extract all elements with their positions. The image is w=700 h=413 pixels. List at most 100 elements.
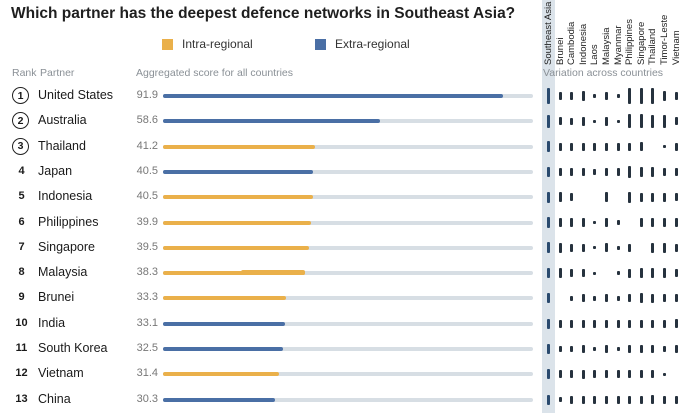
variation-tick-thailand-myanmar bbox=[616, 142, 620, 151]
variation-tick-thailand-vietnam bbox=[674, 142, 678, 151]
variation-tick-thailand-singapore bbox=[639, 142, 643, 152]
partner-name-brunei: Brunei bbox=[38, 290, 75, 305]
partner-name-india: India bbox=[38, 315, 66, 330]
bar-track-china bbox=[163, 397, 533, 402]
variation-tick-south-korea-vietnam bbox=[674, 344, 678, 354]
score-label-thailand: 41.2 bbox=[136, 139, 158, 152]
variation-tick-australia-cambodia bbox=[570, 117, 574, 125]
variation-tick-australia-indonesia bbox=[581, 116, 585, 126]
score-label-japan: 40.5 bbox=[136, 164, 158, 177]
variation-tick-south-korea-malaysia bbox=[605, 344, 608, 354]
bar-track-singapore bbox=[163, 245, 533, 250]
variation-tick-philippines-indonesia bbox=[581, 218, 585, 227]
variation-tick-united-states-laos bbox=[593, 94, 597, 98]
variation-tick-brunei-myanmar bbox=[616, 296, 620, 301]
variation-tick-united-states-myanmar bbox=[616, 94, 620, 98]
variation-tick-united-states-indonesia bbox=[581, 91, 585, 101]
bar-malaysia bbox=[163, 271, 305, 276]
partner-name-thailand: Thailand bbox=[38, 138, 86, 153]
variation-tick-japan-laos bbox=[593, 169, 597, 175]
variation-tick-australia-brunei bbox=[558, 117, 562, 126]
variation-tick-japan-malaysia bbox=[605, 167, 608, 176]
variation-tick-philippines-timor-leste bbox=[663, 218, 666, 227]
partner-name-south-korea: South Korea bbox=[38, 341, 108, 355]
bar-track-south-korea bbox=[163, 347, 533, 351]
bar-australia bbox=[163, 119, 380, 124]
bar-indonesia bbox=[163, 195, 313, 200]
variation-tick-philippines-singapore bbox=[639, 217, 643, 228]
score-label-indonesia: 40.5 bbox=[136, 190, 158, 203]
variation-tick-thailand-laos bbox=[593, 142, 597, 151]
variation-tick-brunei-southeast-asia bbox=[547, 293, 550, 304]
variation-tick-brunei-indonesia bbox=[581, 294, 585, 303]
bar-track-vietnam bbox=[163, 372, 533, 377]
variation-tick-india-vietnam bbox=[674, 319, 678, 329]
variation-tick-philippines-vietnam bbox=[674, 218, 678, 227]
variation-tick-japan-singapore bbox=[639, 166, 643, 177]
variation-tick-south-korea-myanmar bbox=[616, 346, 620, 352]
column-label-singapore: Singapore bbox=[635, 21, 647, 65]
bar-track-malaysia bbox=[163, 270, 533, 276]
variation-tick-thailand-brunei bbox=[558, 142, 562, 151]
column-label-southeast-asia: Southeast Asia bbox=[543, 1, 554, 65]
bar-south-korea bbox=[163, 347, 284, 351]
variation-tick-philippines-laos bbox=[593, 220, 597, 225]
column-label-brunei: Brunei bbox=[554, 37, 566, 65]
header-partner: Partner bbox=[40, 67, 75, 79]
variation-tick-malaysia-indonesia bbox=[581, 269, 585, 278]
variation-tick-indonesia-timor-leste bbox=[663, 192, 666, 202]
variation-tick-india-philippines bbox=[628, 319, 632, 328]
variation-tick-united-states-malaysia bbox=[605, 91, 608, 101]
bar-track-indonesia bbox=[163, 195, 533, 200]
variation-tick-japan-southeast-asia bbox=[547, 166, 550, 178]
variation-tick-philippines-southeast-asia bbox=[547, 217, 550, 228]
variation-tick-united-states-brunei bbox=[558, 91, 562, 101]
variation-tick-brunei-thailand bbox=[651, 293, 655, 303]
score-label-malaysia: 38.3 bbox=[136, 266, 158, 279]
bar-singapore bbox=[163, 245, 310, 250]
variation-tick-australia-philippines bbox=[628, 114, 632, 129]
variation-tick-china-cambodia bbox=[570, 395, 574, 404]
column-label-vietnam: Vietnam bbox=[670, 30, 682, 65]
variation-tick-india-southeast-asia bbox=[547, 318, 550, 329]
variation-tick-vietnam-laos bbox=[593, 370, 597, 379]
variation-tick-china-laos bbox=[593, 395, 597, 404]
variation-tick-india-malaysia bbox=[605, 319, 608, 328]
variation-tick-indonesia-singapore bbox=[639, 192, 643, 202]
variation-tick-australia-timor-leste bbox=[663, 114, 666, 129]
partner-name-indonesia: Indonesia bbox=[38, 189, 93, 204]
variation-tick-brunei-singapore bbox=[639, 293, 643, 304]
legend-extra: Extra-regional bbox=[315, 37, 410, 51]
variation-tick-thailand-timor-leste bbox=[663, 144, 666, 149]
variation-tick-china-philippines bbox=[628, 395, 632, 404]
score-label-singapore: 39.5 bbox=[136, 240, 158, 253]
variation-tick-australia-laos bbox=[593, 119, 597, 124]
variation-tick-india-brunei bbox=[558, 319, 562, 328]
variation-tick-vietnam-cambodia bbox=[570, 370, 574, 379]
column-label-timor-leste: Timor-Leste bbox=[659, 14, 670, 65]
score-label-australia: 58.6 bbox=[136, 114, 158, 127]
variation-tick-vietnam-indonesia bbox=[581, 369, 585, 379]
variation-tick-india-laos bbox=[593, 319, 597, 328]
variation-tick-malaysia-philippines bbox=[628, 268, 632, 278]
legend-intra-swatch bbox=[162, 38, 173, 50]
variation-tick-philippines-myanmar bbox=[616, 219, 620, 226]
variation-tick-singapore-timor-leste bbox=[663, 242, 666, 253]
column-label-cambodia: Cambodia bbox=[566, 21, 578, 65]
variation-tick-singapore-laos bbox=[593, 246, 597, 250]
bar-track-australia bbox=[163, 119, 533, 124]
bar-japan bbox=[163, 169, 313, 174]
column-label-indonesia: Indonesia bbox=[577, 23, 589, 65]
variation-tick-united-states-singapore bbox=[639, 87, 643, 105]
variation-tick-brunei-cambodia bbox=[570, 295, 574, 302]
score-label-united-states: 91.9 bbox=[136, 89, 158, 101]
variation-tick-singapore-cambodia bbox=[570, 243, 574, 252]
variation-tick-malaysia-southeast-asia bbox=[547, 267, 550, 279]
variation-tick-malaysia-singapore bbox=[639, 268, 643, 279]
partner-name-philippines: Philippines bbox=[38, 214, 99, 229]
chart-title: Which partner has the deepest defence ne… bbox=[11, 5, 516, 22]
variation-tick-united-states-philippines bbox=[628, 87, 632, 105]
variation-tick-japan-thailand bbox=[651, 166, 655, 177]
variation-tick-thailand-philippines bbox=[628, 142, 632, 151]
bar-segment-malaysia bbox=[240, 270, 305, 276]
